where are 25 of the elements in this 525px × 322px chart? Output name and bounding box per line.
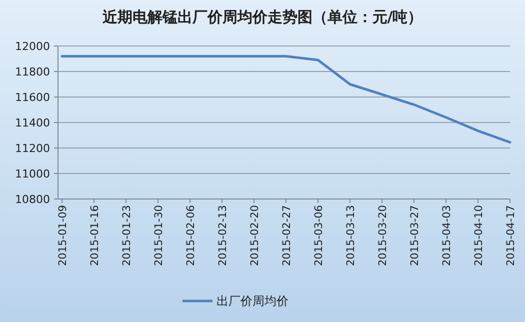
x-tick-label: 2015-01-23	[121, 205, 133, 266]
y-tick-label: 11200	[15, 142, 50, 155]
x-tick-label: 2015-03-06	[313, 204, 325, 266]
y-tick-label: 11800	[15, 66, 50, 78]
x-tick-label: 2015-02-27	[281, 205, 293, 266]
x-tick-label: 2015-04-17	[505, 205, 517, 266]
x-tick-label: 2015-03-27	[409, 205, 421, 266]
legend-label: 出厂价周均价	[216, 294, 288, 308]
x-tick-label: 2015-01-30	[153, 205, 165, 266]
y-tick-label: 11600	[15, 91, 50, 104]
x-tick-label: 2015-02-06	[185, 204, 197, 266]
x-tick-label: 2015-04-03	[441, 205, 453, 266]
line-series	[60, 54, 512, 144]
x-tick-label: 2015-01-16	[89, 204, 101, 266]
x-tick-label: 2015-01-09	[57, 205, 69, 266]
x-tick-label: 2015-04-10	[473, 205, 485, 266]
x-tick-label: 2015-02-13	[217, 205, 229, 266]
x-tick-label: 2015-03-13	[345, 205, 357, 266]
y-tick-label: 10800	[15, 193, 50, 206]
x-tick-label: 2015-02-20	[249, 205, 261, 266]
y-tick-label: 12000	[15, 40, 50, 53]
chart-title: 近期电解锰出厂价周均价走势图（单位：元/吨）	[101, 8, 423, 26]
y-tick-label: 11400	[15, 116, 50, 130]
x-tick-label: 2015-03-20	[377, 205, 389, 266]
y-tick-label: 11000	[15, 168, 50, 180]
